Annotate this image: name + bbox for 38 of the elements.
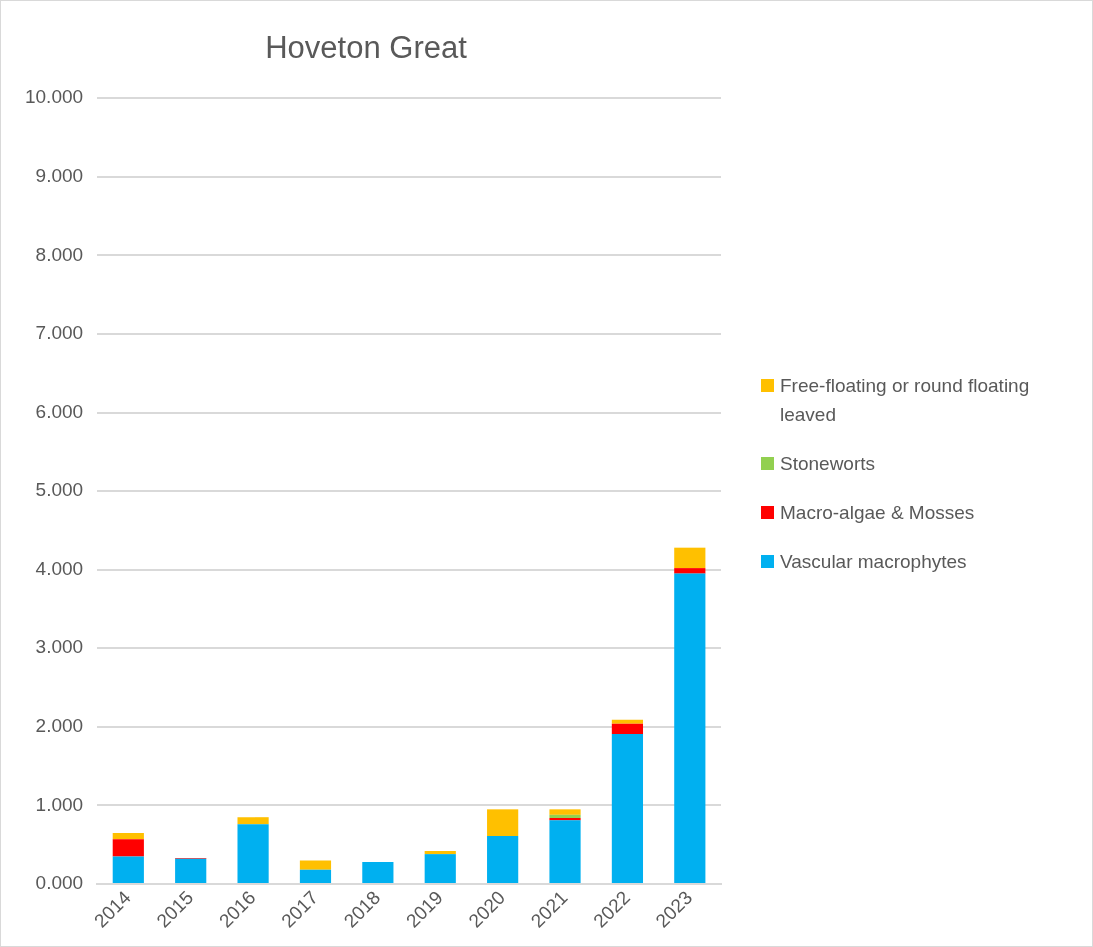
bar [424,854,456,883]
y-tick-label: 8.000 [35,243,84,265]
bar [549,809,581,815]
bar [674,568,706,574]
bar [112,856,144,883]
bar [611,733,644,883]
bar [487,836,519,883]
y-tick-label: 1.000 [35,793,84,815]
bar [549,814,581,818]
bar [549,820,581,883]
y-tick-label: 0.000 [35,872,84,894]
legend-label: Free-floating or round floating leaved [780,374,1031,427]
bar [237,824,269,883]
y-tick-label: 7.000 [35,322,84,344]
bar [487,809,519,837]
y-tick-label: 10.000 [24,86,84,108]
legend-label: Macro-algae & Mosses [780,501,975,525]
y-tick-label: 6.000 [35,400,84,422]
bar [112,832,144,840]
bar [424,850,456,855]
chart-title: Hoveton Great [265,30,468,66]
bar [674,573,706,883]
bar [299,869,332,883]
bar [299,860,332,870]
legend-label: Vascular macrophytes [780,550,967,574]
y-tick-label: 4.000 [35,557,84,579]
bar [112,839,144,857]
bar [674,547,706,569]
y-tick-label: 2.000 [35,715,84,737]
bar [611,723,644,734]
legend-label: Stoneworts [780,452,876,476]
y-tick-label: 5.000 [35,479,84,501]
bar [611,719,644,724]
y-tick-label: 3.000 [35,636,84,658]
bar [175,858,207,883]
y-tick-label: 9.000 [35,165,84,187]
bar [237,817,269,825]
bar [362,861,394,883]
